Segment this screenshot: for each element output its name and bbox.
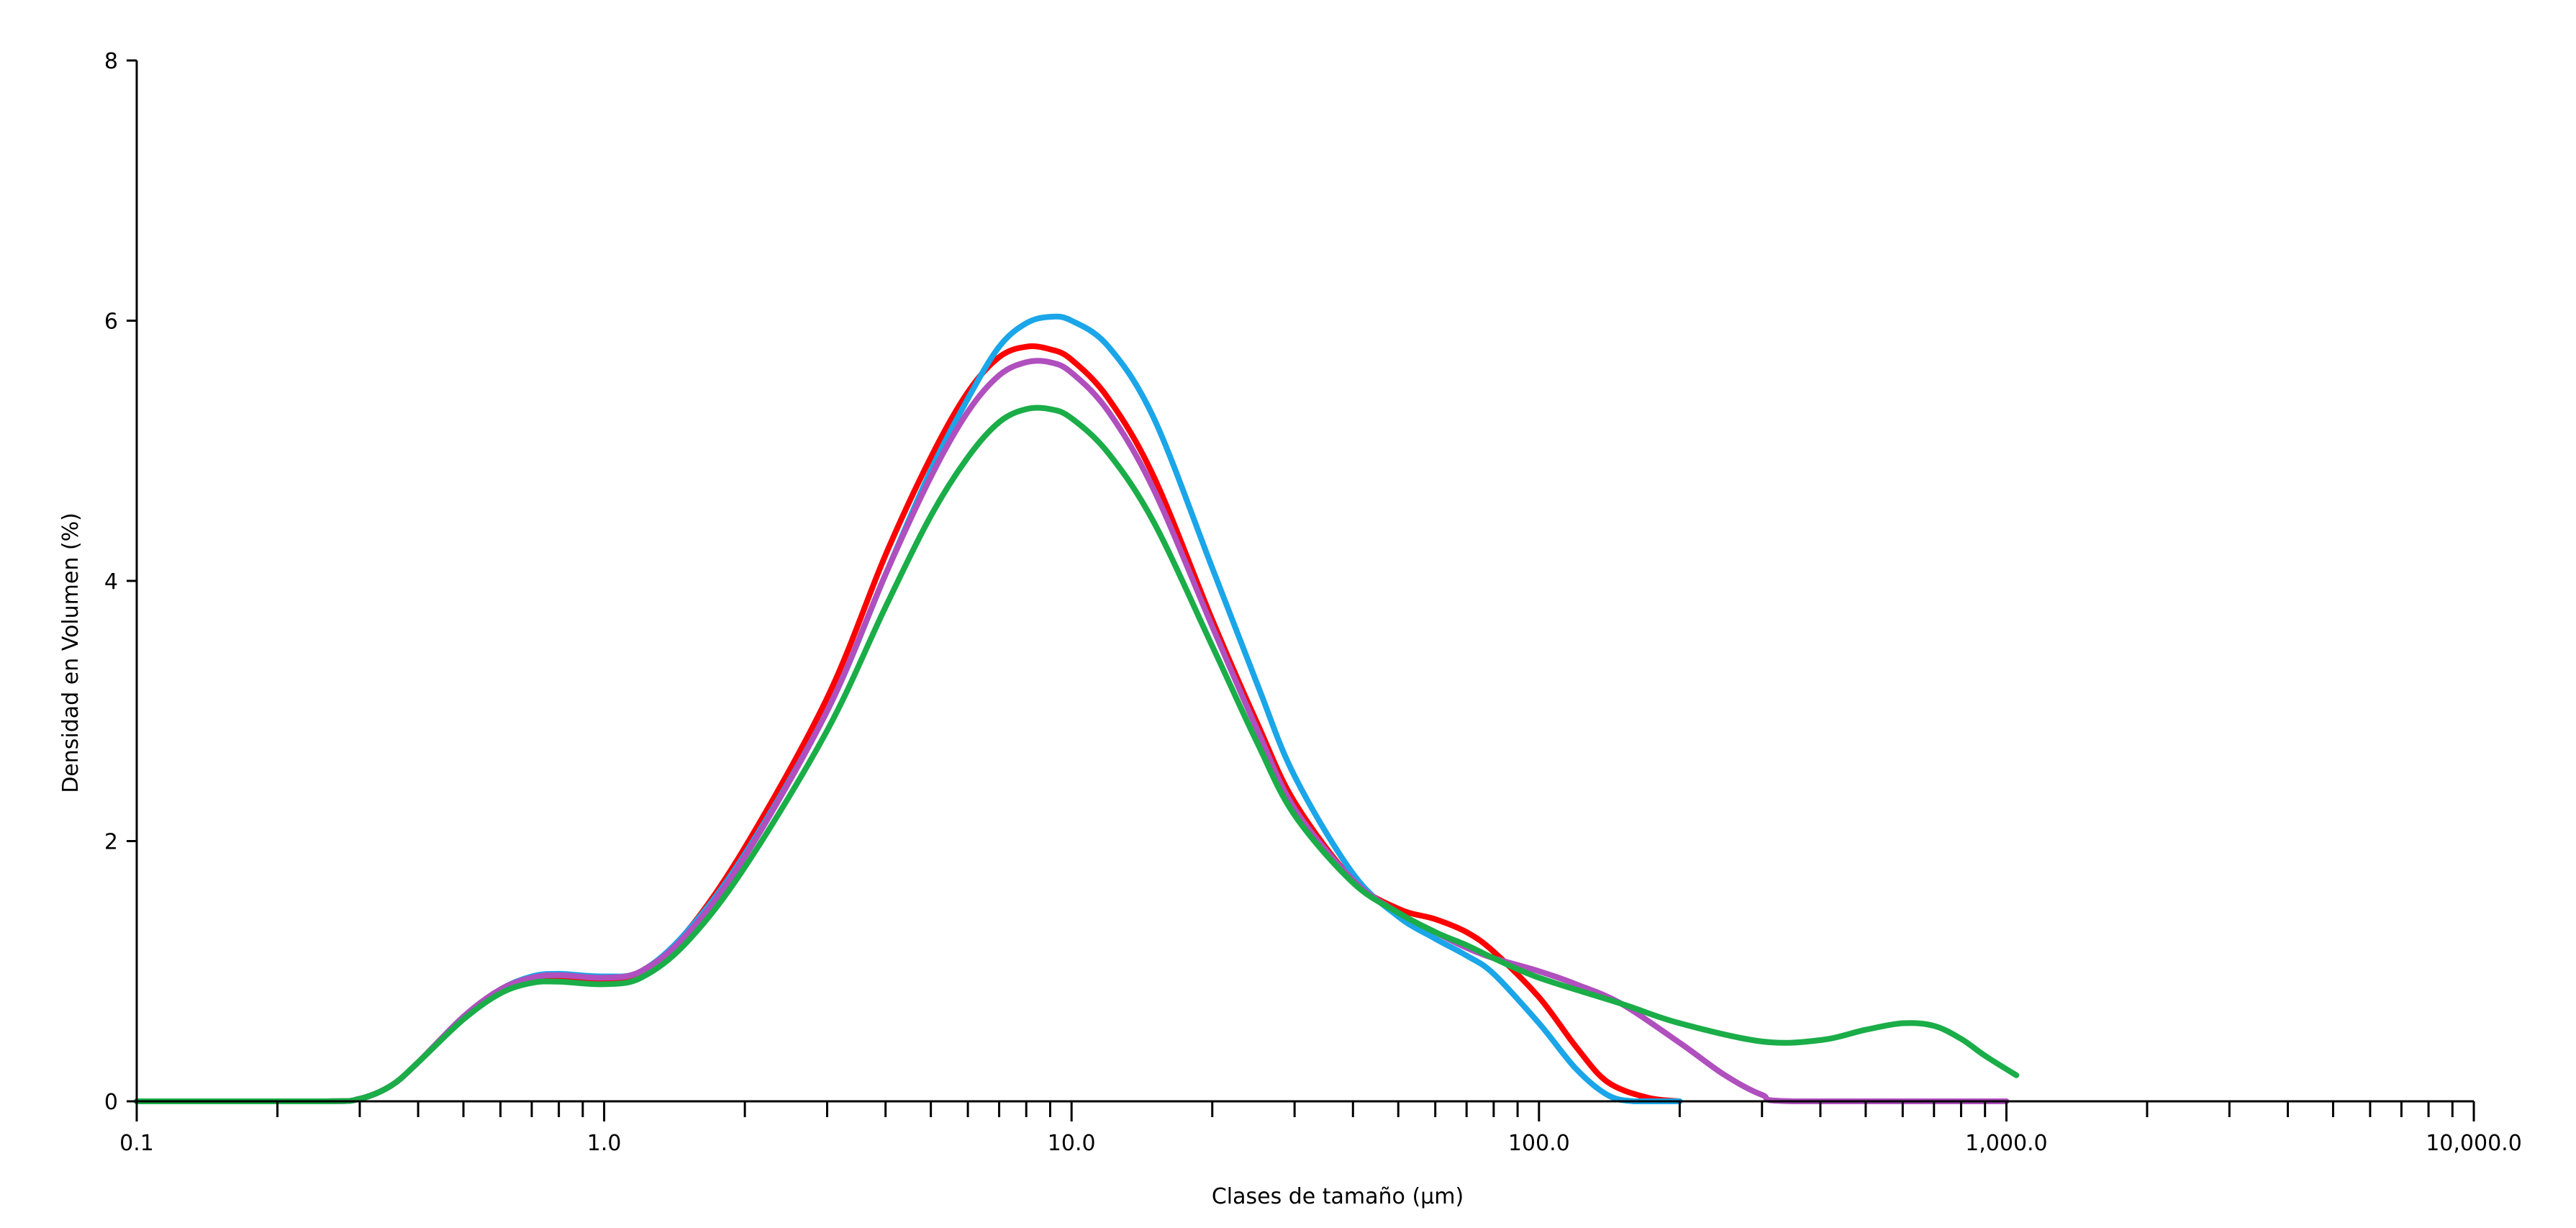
y-tick-label: 2	[104, 830, 118, 855]
series-layer	[134, 313, 2020, 1105]
x-tick-label: 0.1	[119, 1131, 154, 1156]
axes	[135, 60, 2474, 1103]
x-tick-label: 100.0	[1508, 1131, 1570, 1156]
series-line-3	[134, 358, 2010, 1105]
x-tick-label: 1,000.0	[1965, 1131, 2048, 1156]
x-tick-label: 10.0	[1048, 1131, 1096, 1156]
ticks	[127, 59, 2475, 1121]
y-tick-label: 0	[104, 1090, 118, 1115]
x-tick-label: 10,000.0	[2426, 1131, 2522, 1156]
series-line-2	[134, 313, 1683, 1105]
x-tick-label: 1.0	[587, 1131, 622, 1156]
tick-labels: 0 2 4 6 8 0.1 1.0 10.0 100.0 1,000.0 10,000.0	[104, 49, 2522, 1156]
x-axis-title: Clases de tamaño (µm)	[1212, 1184, 1464, 1209]
y-tick-label: 6	[104, 310, 118, 335]
series-line-4	[134, 405, 2020, 1105]
y-tick-label: 4	[104, 569, 118, 595]
y-axis-title: Densidad en Volumen (%)	[58, 513, 83, 793]
y-tick-label: 8	[104, 49, 118, 74]
series-line-1	[134, 343, 1683, 1105]
